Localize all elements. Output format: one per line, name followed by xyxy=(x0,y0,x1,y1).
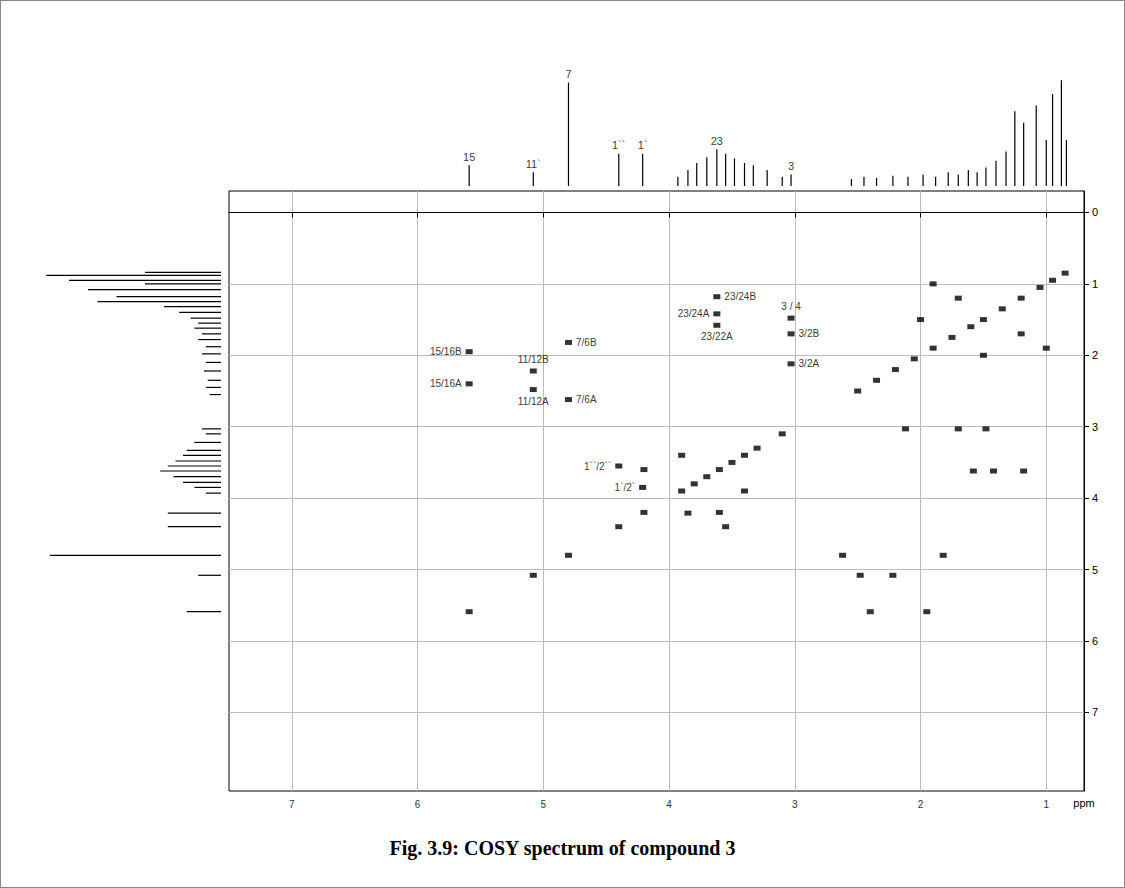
svg-text:7/6B: 7/6B xyxy=(576,337,597,348)
svg-text:1: 1 xyxy=(1092,278,1098,290)
svg-text:1`: 1` xyxy=(638,139,648,151)
svg-text:1: 1 xyxy=(1043,799,1049,810)
svg-text:15/16A: 15/16A xyxy=(430,378,462,389)
svg-text:2: 2 xyxy=(918,799,924,810)
svg-text:ppm: ppm xyxy=(1073,797,1094,809)
svg-text:23/24A: 23/24A xyxy=(678,308,710,319)
svg-text:3: 3 xyxy=(788,160,794,172)
svg-text:3/2A: 3/2A xyxy=(799,358,820,369)
svg-text:3 / 4: 3 / 4 xyxy=(781,301,801,312)
svg-text:1``: 1`` xyxy=(612,139,625,151)
svg-text:0: 0 xyxy=(1092,206,1098,218)
svg-text:6: 6 xyxy=(1092,635,1098,647)
svg-text:5: 5 xyxy=(1092,564,1098,576)
svg-text:7: 7 xyxy=(289,799,295,810)
svg-text:4: 4 xyxy=(1092,492,1098,504)
svg-text:23/22A: 23/22A xyxy=(701,331,733,342)
svg-text:23: 23 xyxy=(711,135,723,147)
svg-text:7: 7 xyxy=(1092,706,1098,718)
svg-text:2: 2 xyxy=(1092,349,1098,361)
svg-text:7/6A: 7/6A xyxy=(576,394,597,405)
svg-text:11/12B: 11/12B xyxy=(518,354,549,365)
svg-text:Fig. 3.9: COSY spectrum of com: Fig. 3.9: COSY spectrum of compound 3 xyxy=(390,837,736,860)
svg-text:3/2B: 3/2B xyxy=(799,328,820,339)
svg-text:5: 5 xyxy=(541,799,547,810)
svg-text:3: 3 xyxy=(792,799,798,810)
svg-text:11/12A: 11/12A xyxy=(518,396,549,407)
svg-text:15: 15 xyxy=(463,151,475,163)
svg-text:6: 6 xyxy=(415,799,421,810)
svg-text:23/24B: 23/24B xyxy=(724,291,756,302)
svg-text:15/16B: 15/16B xyxy=(430,346,462,357)
svg-text:11`: 11` xyxy=(526,158,541,170)
svg-text:3: 3 xyxy=(1092,421,1098,433)
svg-text:1`/2`: 1`/2` xyxy=(615,482,636,493)
svg-text:4: 4 xyxy=(666,799,672,810)
svg-text:1``/2``: 1``/2`` xyxy=(584,461,611,472)
svg-text:7: 7 xyxy=(565,68,571,80)
